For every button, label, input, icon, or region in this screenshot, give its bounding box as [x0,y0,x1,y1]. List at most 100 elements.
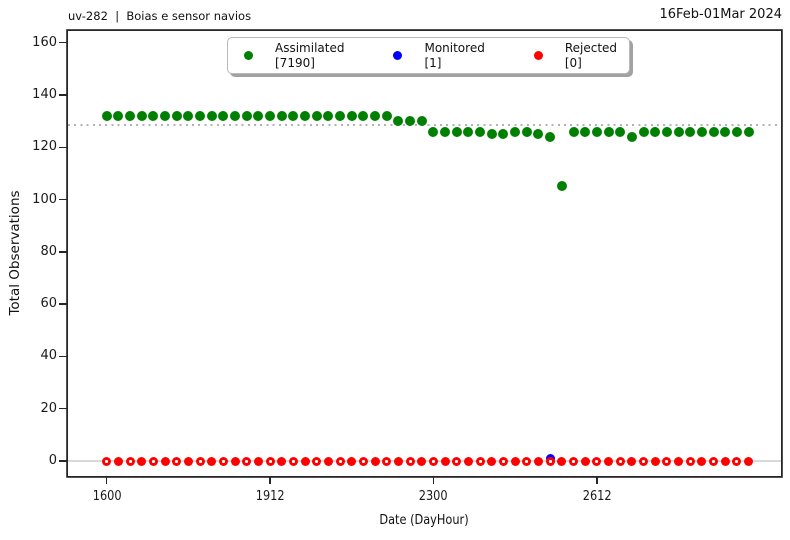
data-point-assimilated [253,110,264,121]
y-tick-label: 20 [40,400,57,416]
data-point-rejected [475,456,485,466]
data-point-rejected [125,456,135,466]
data-point-rejected [358,456,368,466]
data-point-rejected [382,456,392,466]
data-point-rejected [557,456,567,466]
data-point-assimilated [265,110,276,121]
x-tick-label: 2300 [398,488,468,504]
data-point-rejected [674,456,684,466]
data-point-rejected [627,456,637,466]
y-tick-label: 80 [40,243,57,259]
data-point-assimilated [580,126,591,137]
data-point-assimilated [276,110,287,121]
data-point-rejected [253,456,263,466]
x-tick-label: 1912 [235,488,305,504]
x-tick-mark [105,476,108,484]
data-point-rejected [662,456,672,466]
data-point-rejected [148,456,158,466]
data-point-assimilated [533,129,544,140]
data-point-assimilated [288,110,299,121]
data-point-rejected [463,456,473,466]
data-point-assimilated [685,126,696,137]
data-point-rejected [697,456,707,466]
data-point-rejected [522,456,532,466]
data-point-rejected [323,456,333,466]
data-point-rejected [102,456,112,466]
data-point-rejected [265,456,275,466]
data-point-rejected [242,456,252,466]
x-axis-label-text: Date (DayHour) [379,512,469,528]
data-point-rejected [277,456,287,466]
y-tick-label: 40 [40,348,57,364]
data-point-rejected [300,456,310,466]
data-point-assimilated [300,110,311,121]
x-tick-label: 2612 [562,488,632,504]
chart-title-right: 16Feb-01Mar 2024 [659,7,782,22]
data-point-rejected [312,456,322,466]
data-point-assimilated [743,126,754,137]
data-point-rejected [452,456,462,466]
data-point-assimilated [393,116,404,127]
data-point-assimilated [661,126,672,137]
data-point-assimilated [568,126,579,137]
data-point-rejected [195,456,205,466]
data-point-assimilated [218,110,229,121]
y-tick-mark [59,303,67,305]
y-tick-mark [59,251,67,253]
data-point-rejected [417,456,427,466]
data-point-rejected [347,456,357,466]
data-point-assimilated [136,110,147,121]
data-point-assimilated [486,129,497,140]
legend-count-monitored: [1] [424,55,442,70]
legend: Assimilated [7190] Monitored [1] Rejecte… [227,37,630,74]
data-point-assimilated [545,131,556,142]
data-point-rejected [685,456,695,466]
data-point-assimilated [720,126,731,137]
assimilated-marker-icon [244,51,253,60]
legend-label-monitored: Monitored [424,41,485,55]
y-tick-mark [59,460,67,462]
y-tick-mark [59,94,67,96]
data-point-rejected [172,456,182,466]
data-point-rejected [650,456,660,466]
data-point-assimilated [405,116,416,127]
data-point-rejected [580,456,590,466]
y-tick-label: 120 [32,139,57,155]
x-tick-mark [432,476,435,484]
data-point-assimilated [113,110,124,121]
data-point-rejected [428,456,438,466]
data-point-assimilated [206,110,217,121]
data-point-rejected [487,456,497,466]
data-point-rejected [160,456,170,466]
data-point-assimilated [650,126,661,137]
data-point-rejected [533,456,543,466]
data-point-assimilated [230,110,241,121]
data-point-assimilated [148,110,159,121]
x-tick-label-text: 1912 [255,488,285,504]
x-tick-mark [269,476,271,484]
legend-count-assimilated: [7190] [275,55,315,70]
data-point-assimilated [171,110,182,121]
data-point-rejected [604,456,613,466]
data-point-rejected [732,456,742,466]
data-point-rejected [592,456,602,466]
data-point-rejected [720,456,730,466]
data-point-assimilated [335,110,346,121]
data-point-rejected [545,456,555,466]
data-point-rejected [393,456,403,466]
data-point-rejected [744,456,754,466]
legend-label-rejected: Rejected [564,41,618,55]
data-point-rejected [370,456,380,466]
data-point-assimilated [591,126,602,137]
data-point-assimilated [615,126,626,137]
legend-item-monitored: Monitored [1] [393,41,485,70]
data-point-rejected [639,456,649,466]
legend-item-assimilated: Assimilated [7190] [244,41,344,70]
data-point-assimilated [463,126,474,137]
legend-item-rejected: Rejected [0] [533,41,618,70]
data-point-assimilated [475,126,486,137]
data-point-assimilated [731,126,742,137]
data-point-assimilated [241,110,252,121]
legend-label-assimilated: Assimilated [275,41,345,55]
